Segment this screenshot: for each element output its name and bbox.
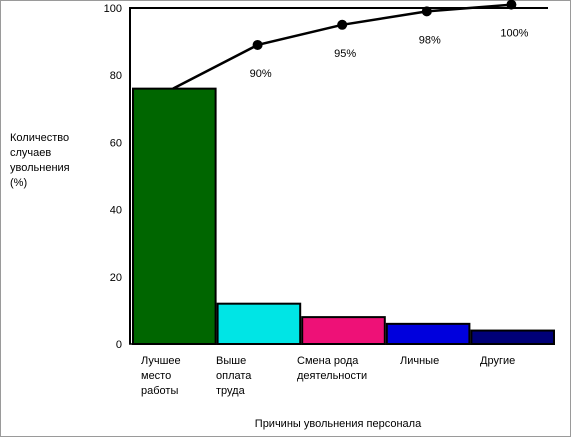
cumulative-point xyxy=(252,39,263,50)
category-label-line: место xyxy=(141,370,171,382)
category-label-line: Лучшее xyxy=(141,355,181,367)
cumulative-label: 98% xyxy=(419,34,441,46)
category-label: Другие xyxy=(480,355,515,367)
bar xyxy=(470,329,555,345)
y-tick-label: 60 xyxy=(110,137,122,149)
category-label: Смена рода деятельности xyxy=(297,355,367,382)
y-axis-title-line: случаев xyxy=(10,147,52,159)
y-axis-title-line: увольнения xyxy=(10,162,70,174)
x-axis-title: Причины увольнения персонала xyxy=(255,418,422,430)
cumulative-point xyxy=(337,19,348,30)
cumulative-point xyxy=(421,6,432,17)
y-tick-label: 80 xyxy=(110,70,122,82)
category-label: Выше оплата труда xyxy=(216,355,252,397)
cumulative-line xyxy=(172,3,512,90)
y-tick-label: 100 xyxy=(104,3,122,15)
y-tick-label: 20 xyxy=(110,272,122,284)
cumulative-point xyxy=(506,0,517,10)
category-label-line: труда xyxy=(216,385,246,397)
y-tick-label: 40 xyxy=(110,205,122,217)
y-axis-title-line: Количество xyxy=(10,132,70,144)
bar xyxy=(385,322,471,345)
bar xyxy=(216,302,302,345)
cumulative-label: 100% xyxy=(500,28,528,40)
category-label-line: оплата xyxy=(216,370,252,382)
category-label-line: Смена рода xyxy=(297,355,359,367)
cumulative-label: 95% xyxy=(334,48,356,60)
bar xyxy=(132,87,217,345)
y-axis-title: Количество случаев увольнения (%) xyxy=(10,131,100,191)
category-label-line: деятельности xyxy=(297,370,367,382)
y-axis-title-line: (%) xyxy=(10,177,28,189)
category-label-line: Личные xyxy=(400,355,439,367)
y-tick-label: 0 xyxy=(116,339,122,351)
category-label-line: Выше xyxy=(216,355,246,367)
category-label: Личные xyxy=(400,355,439,367)
category-label: Лучшее место работы xyxy=(141,355,181,397)
category-label-line: Другие xyxy=(480,355,515,367)
cumulative-label: 90% xyxy=(250,68,272,80)
category-label-line: работы xyxy=(141,385,178,397)
bar xyxy=(301,316,386,345)
